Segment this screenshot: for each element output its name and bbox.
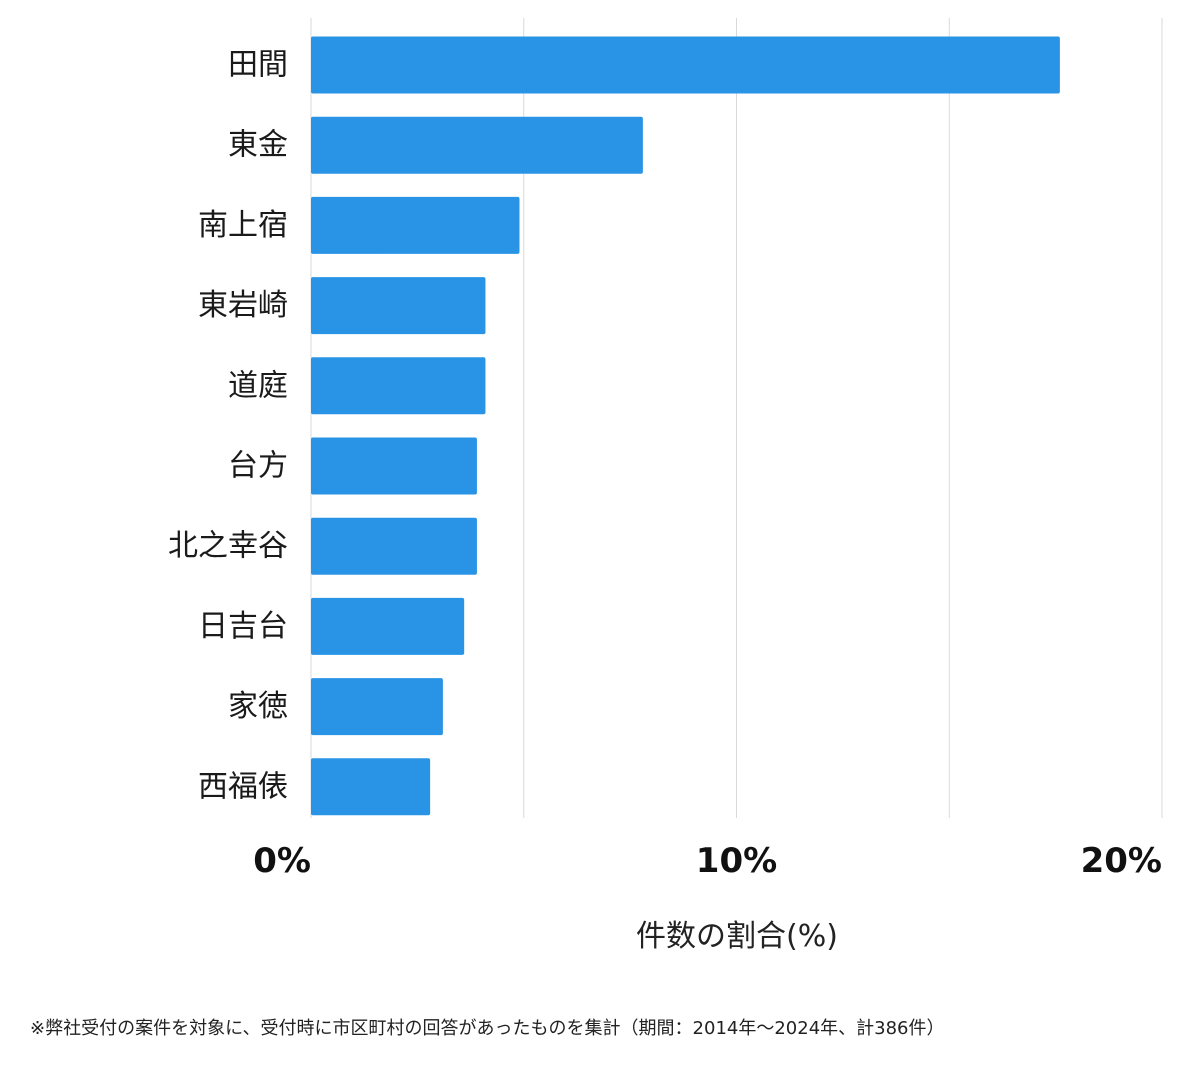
bar xyxy=(311,758,431,816)
category-label: 田間 xyxy=(228,48,288,83)
bar xyxy=(311,116,643,174)
bar xyxy=(311,357,486,415)
category-label: 西福俵 xyxy=(198,769,288,804)
category-label: 家徳 xyxy=(228,689,288,724)
bar xyxy=(311,277,486,335)
bar xyxy=(311,36,1060,94)
category-label: 道庭 xyxy=(228,368,288,403)
bar xyxy=(311,437,477,495)
bars xyxy=(311,36,1060,816)
category-label: 日吉台 xyxy=(198,609,288,644)
x-tick-labels: 0% 10% 20% xyxy=(253,841,1162,881)
bar xyxy=(311,597,465,655)
x-tick-label: 0% xyxy=(253,841,311,881)
category-label: 東金 xyxy=(228,128,288,163)
category-label: 北之幸谷 xyxy=(168,529,288,564)
category-label: 東岩崎 xyxy=(198,288,288,323)
bar xyxy=(311,678,443,736)
x-axis-title: 件数の割合(%) xyxy=(636,919,838,954)
footnote: ※弊社受付の案件を対象に、受付時に市区町村の回答があったものを集計（期間：201… xyxy=(30,1018,945,1039)
x-tick-label: 10% xyxy=(696,841,777,881)
bar xyxy=(311,196,520,254)
x-tick-label: 20% xyxy=(1081,841,1162,881)
category-label: 台方 xyxy=(228,449,288,484)
bar xyxy=(311,517,477,575)
category-label: 南上宿 xyxy=(198,208,288,243)
